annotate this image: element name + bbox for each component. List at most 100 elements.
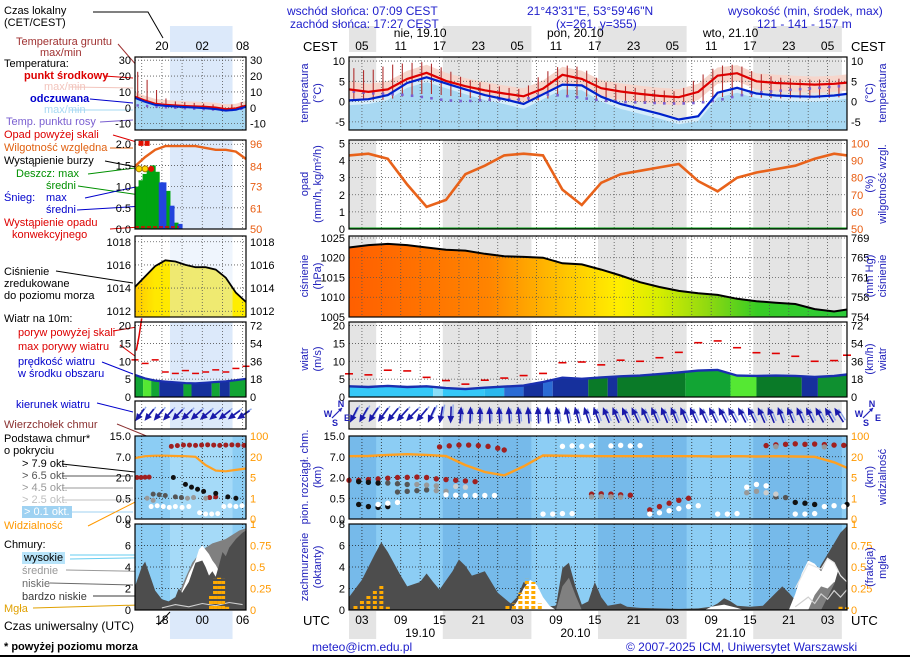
top-tick: 05: [510, 39, 524, 53]
okt-tick-right: 1: [851, 519, 857, 531]
mini-wind-tick-right: 0: [250, 392, 256, 404]
opad-tick-right: 100: [851, 138, 869, 150]
compass-icon: NW ES: [855, 399, 881, 428]
cloud-tick-left: 0.5: [330, 493, 345, 505]
legend-cloud-base-2: o pokryciu: [4, 445, 55, 457]
legend-clouds: Chmury:: [4, 539, 46, 551]
mini-opad-tick-right: 73: [250, 182, 262, 194]
precip-panel-mini: 2.0 1.5 1.0 0.5 0.0 96 84 73 61 50: [116, 139, 263, 236]
cest-label-left: CEST: [303, 39, 338, 54]
mini-pres-tick-right: 1014: [250, 283, 274, 295]
wind-tick-right: 72: [851, 321, 863, 333]
temp-tick-right: 0: [851, 97, 857, 109]
okt-tick-right: 0.75: [851, 541, 872, 553]
bottom-day-label: 21.10: [716, 626, 746, 640]
axis-title-cover-left: zachmurzenie (oktanty): [299, 502, 325, 632]
legend-okt-45: > 4.5 okt.: [22, 482, 68, 494]
axis-title-line: wiatr: [877, 347, 889, 371]
wind-tick-left: 10: [333, 356, 345, 368]
legend-precip-overscale: Opad powyżej skali: [4, 129, 99, 141]
bottom-tick: 21: [627, 613, 641, 627]
legend-low-clouds: niskie: [22, 578, 51, 590]
mini-temp-tick-right: 10: [250, 87, 262, 99]
mini-top-tick: 02: [196, 39, 210, 53]
top-tick: 17: [588, 39, 602, 53]
top-tick: 23: [627, 39, 641, 53]
cloud-tick-left: 7.0: [330, 452, 345, 464]
mini-cloud-tick-right: 100: [250, 431, 268, 443]
pres-tick-right: 758: [851, 292, 869, 304]
axis-title-line: (m/s): [312, 346, 324, 372]
mini-cloud-tick-left: 2.0: [116, 473, 131, 485]
cloud-cover-panel-mini: 8 6 4 2 0 1 0.75 0.5 0.25 0: [125, 519, 272, 617]
top-tick: 11: [550, 39, 563, 53]
mini-cloud-tick-right: 1: [250, 493, 256, 505]
top-day-label: nie, 19.10: [394, 26, 447, 40]
top-tick: 11: [705, 39, 718, 53]
wind-panel-main: 20 15 10 5 0 72 54 36 18 0: [333, 321, 864, 404]
mini-opad-tick-right: 84: [250, 161, 262, 173]
mini-bottom-tick: 00: [196, 613, 210, 627]
mini-okt-tick-right: 0.5: [250, 562, 265, 574]
utc-label-right: UTC: [851, 613, 878, 628]
pres-tick-left: 1005: [321, 312, 345, 324]
axis-title-fog-right: (frakcja) mgła: [864, 502, 890, 632]
mini-opad-tick-left: 0.0: [116, 224, 131, 236]
cloud-tick-left: 2.0: [330, 473, 345, 485]
legend-snow: Śnieg:: [4, 192, 36, 204]
legend-visibility: Widzialność: [4, 520, 63, 532]
pres-tick-left: 1010: [321, 292, 345, 304]
legend-temp-maxmin: max/min: [44, 81, 86, 93]
cloud-tick-right: 1: [851, 493, 857, 505]
contact-email-link[interactable]: meteo@icm.edu.pl: [312, 640, 413, 654]
bottom-tick: 21: [472, 613, 486, 627]
axis-title-wind-left: wiatr (m/s): [299, 294, 325, 424]
bottom-tick: 03: [821, 613, 835, 627]
axis-title-wind-right: (km/h) wiatr: [864, 294, 890, 424]
mini-wind-tick-left: 15: [119, 338, 131, 350]
mini-bottom-tick: 06: [236, 613, 250, 627]
legend-storm: Wystąpienie burzy: [4, 155, 94, 167]
svg-text:E: E: [344, 413, 350, 423]
pres-tick-left: 1020: [321, 253, 345, 265]
legend-cloud-base-1: Podstawa chmur*: [4, 433, 91, 445]
legend-rain-max: Deszcz: max: [16, 168, 79, 180]
copyright-text: © 2007-2025 ICM, Uniwersytet Warszawski: [626, 640, 858, 654]
opad-tick-left: 0: [339, 224, 345, 236]
mini-okt-tick-right: 0: [250, 605, 256, 617]
bottom-tick: 15: [743, 613, 757, 627]
pres-tick-left: 1025: [321, 233, 345, 245]
sunset-text: zachód słońca: 17:27 CEST: [290, 17, 439, 31]
time-axes: 0503110917152321050311091715232105031109…: [155, 26, 842, 640]
svg-text:W: W: [855, 409, 864, 419]
opad-tick-right: 60: [851, 207, 863, 219]
mini-okt-tick-left: 8: [125, 519, 131, 531]
cloud-tick-right: 100: [851, 431, 869, 443]
compass-icon: NW ES: [324, 399, 350, 428]
temp-tick-right: 5: [851, 76, 857, 88]
bottom-day-label: 20.10: [560, 626, 590, 640]
mini-pres-tick-left: 1016: [107, 260, 131, 272]
legend-midpoint-temp: punkt środkowy: [24, 70, 109, 82]
cloud-tick-left: 0.0: [330, 514, 345, 526]
axis-title-line: (km/h): [864, 343, 876, 375]
mini-cloud-tick-right: 5: [250, 473, 256, 485]
mini-temp-tick-left: -10: [115, 119, 131, 131]
legend-mid-clouds: średnie: [22, 565, 59, 577]
mini-pres-tick-left: 1014: [107, 283, 131, 295]
mini-temp-tick-right: 30: [250, 55, 262, 67]
mini-wind-tick-left: 5: [125, 374, 131, 386]
mini-okt-tick-left: 6: [125, 541, 131, 553]
top-tick: 05: [666, 39, 680, 53]
utc-label-left: UTC: [303, 613, 330, 628]
svg-text:S: S: [863, 418, 869, 428]
mini-opad-tick-left: 1.5: [116, 160, 131, 172]
temp-tick-right: -5: [851, 117, 861, 129]
pres-tick-right: 769: [851, 233, 869, 245]
temp-tick-left: 0: [339, 97, 345, 109]
legend-wind10m: Wiatr na 10m:: [4, 313, 73, 325]
mini-wind-tick-left: 0: [125, 392, 131, 404]
bottom-tick: 09: [705, 613, 719, 627]
wind-tick-left: 20: [333, 321, 345, 333]
